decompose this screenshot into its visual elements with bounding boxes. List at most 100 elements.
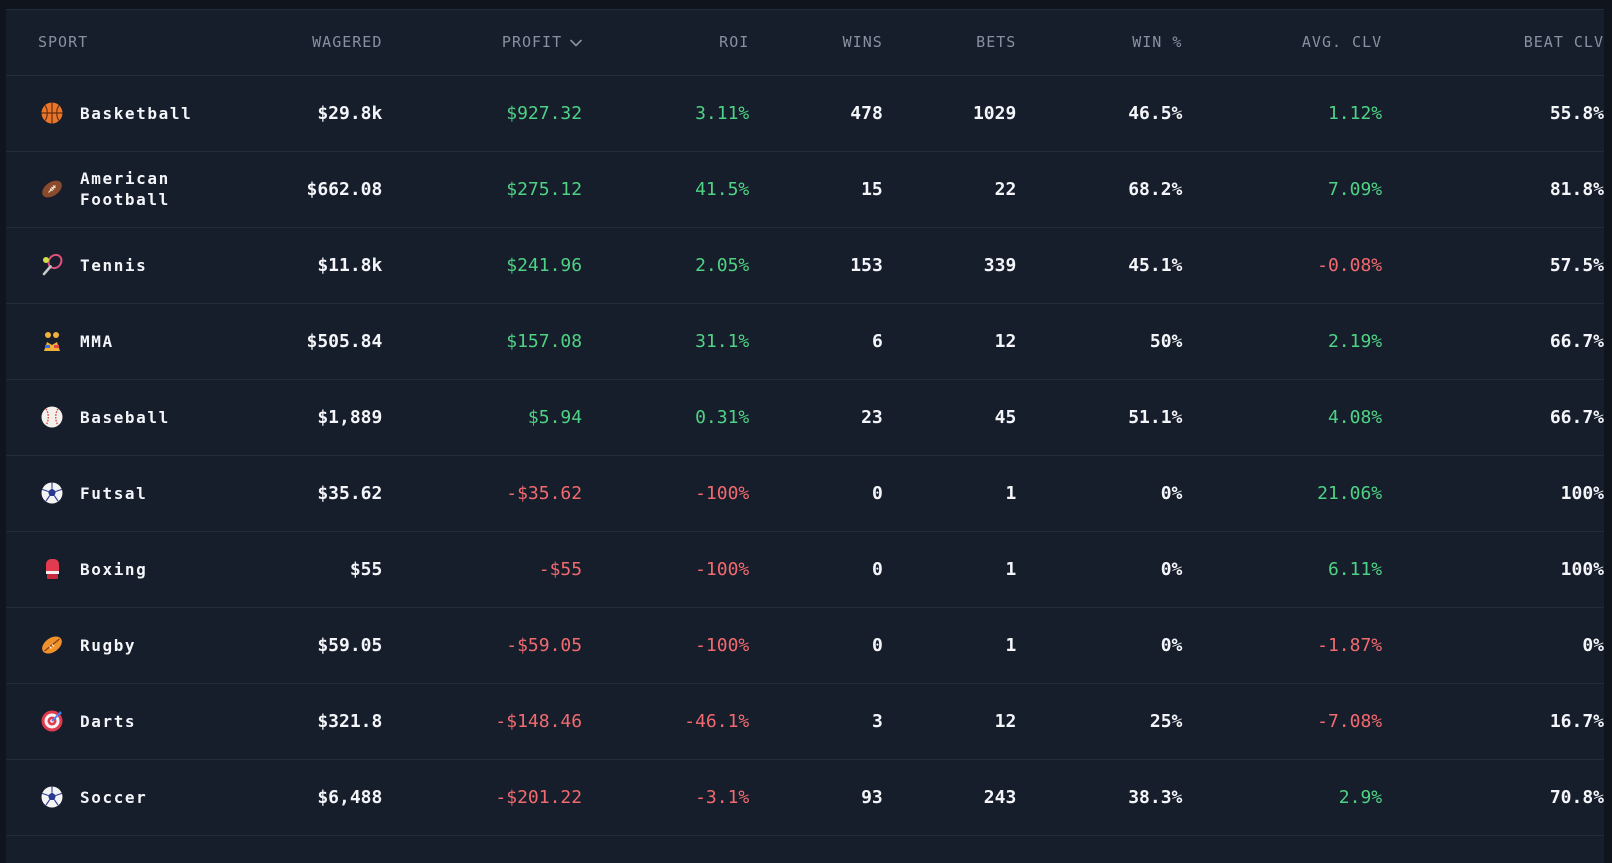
cell-sport: American Football [6, 151, 237, 227]
cell-win-pct: 50% [1149, 330, 1183, 352]
cell-avg-clv: 1.12% [1327, 102, 1383, 124]
cell-avg-clv: 4.08% [1327, 406, 1383, 428]
sport-name: MMA [80, 331, 114, 351]
sport-label-group: Rugby [40, 633, 237, 657]
cell-roi: 41.5% [695, 178, 750, 200]
table-header: SPORT WAGERED PROFIT ROI WINS BETS WIN %… [6, 10, 1604, 76]
cell-sport: Basketball [6, 75, 237, 151]
header-avg-clv[interactable]: AVG. CLV [1182, 10, 1383, 76]
header-beat-clv[interactable]: BEAT CLV [1382, 10, 1604, 76]
table-row[interactable]: Basketball $29.8k $927.32 3.11% 478 1029 46.5%… [6, 75, 1604, 151]
sport-name: Rugby [80, 635, 137, 655]
cell-roi: -100% [695, 634, 750, 656]
header-profit[interactable]: PROFIT [382, 10, 583, 76]
cell-wins: 93 [861, 786, 883, 808]
sport-name: American Football [80, 169, 170, 209]
cell-win-pct: 51.1% [1128, 406, 1183, 428]
cell-wins: 23 [861, 406, 883, 428]
soccer-icon [40, 785, 64, 809]
cell-sport: Soccer [6, 759, 237, 835]
cell-win-pct: 0% [1160, 558, 1183, 580]
sport-label-group: Darts [40, 709, 237, 733]
cell-avg-clv: 2.9% [1338, 786, 1383, 808]
cell-avg-clv: -1.87% [1317, 634, 1383, 656]
cell-beat-clv: 100% [1560, 558, 1604, 580]
cell-wagered: $11.8k [317, 254, 383, 276]
cell-wagered: $59.05 [317, 634, 383, 656]
cell-profit: $241.96 [506, 254, 583, 276]
cell-bets: 12 [994, 710, 1017, 732]
sport-stats-table-container: SPORT WAGERED PROFIT ROI WINS BETS WIN %… [6, 9, 1604, 863]
cell-wagered: $6,488 [317, 786, 383, 808]
mma-icon [40, 329, 64, 353]
cell-wagered: $662.08 [306, 178, 383, 200]
sport-label-group: Baseball [40, 405, 237, 429]
cell-beat-clv: 57.5% [1549, 254, 1604, 276]
cell-avg-clv: 21.06% [1317, 482, 1383, 504]
table-row[interactable]: Baseball $1,889 $5.94 0.31% 23 45 51.1% 4.08% 66… [6, 379, 1604, 455]
cell-avg-clv: 7.09% [1327, 178, 1383, 200]
cell-wins: 0 [871, 558, 883, 580]
header-wagered[interactable]: WAGERED [237, 10, 383, 76]
cell-beat-clv: 70.8% [1549, 786, 1604, 808]
cell-profit: $5.94 [527, 406, 583, 428]
baseball-icon [40, 405, 64, 429]
cell-beat-clv: 16.7% [1549, 710, 1604, 732]
header-wins[interactable]: WINS [749, 10, 883, 76]
cell-profit: -$148.46 [495, 710, 583, 732]
cell-win-pct: 0% [1160, 634, 1183, 656]
cell-bets: 22 [994, 178, 1017, 200]
sport-label-group: Basketball [40, 101, 237, 125]
cell-wins: 6 [871, 330, 883, 352]
cell-wins: 0 [871, 482, 883, 504]
cell-beat-clv: 55.8% [1549, 102, 1604, 124]
cell-roi: -100% [695, 482, 750, 504]
cell-beat-clv: 81.8% [1549, 178, 1604, 200]
cell-roi: 3.11% [695, 102, 750, 124]
sport-label-group: Boxing [40, 557, 237, 581]
table-row[interactable]: Darts $321.8 -$148.46 -46.1% 3 12 25% -7.08% 16.… [6, 683, 1604, 759]
table-row[interactable]: American Football $662.08 $275.12 41.5% 15 22… [6, 151, 1604, 227]
cell-sport: Baseball [6, 379, 237, 455]
sport-name: Basketball [80, 103, 193, 123]
cell-sport: MMA [6, 303, 237, 379]
cell-profit: $157.08 [506, 330, 583, 352]
cell-wins: 153 [850, 254, 883, 276]
table-row[interactable]: MMA $505.84 $157.08 31.1% 6 12 50% 2.19% 66.7% [6, 303, 1604, 379]
sport-label-group: Soccer [40, 785, 237, 809]
cell-roi: 2.05% [695, 254, 750, 276]
table-body: Basketball $29.8k $927.32 3.11% 478 1029 46.5%… [6, 75, 1604, 835]
table-row[interactable]: Rugby $59.05 -$59.05 -100% 0 1 0% -1.87% 0% [6, 607, 1604, 683]
american-football-icon [40, 177, 64, 201]
cell-bets: 1029 [972, 102, 1017, 124]
cell-roi: -46.1% [684, 710, 750, 732]
cell-bets: 243 [983, 786, 1017, 808]
cell-bets: 1 [1005, 482, 1017, 504]
cell-roi: -100% [695, 558, 750, 580]
tennis-icon [40, 253, 64, 277]
table-row[interactable]: Soccer $6,488 -$201.22 -3.1% 93 243 38.3% 2.9% 7… [6, 759, 1604, 835]
cell-beat-clv: 0% [1582, 634, 1604, 656]
table-row[interactable]: Futsal $35.62 -$35.62 -100% 0 1 0% 21.06% 100% [6, 455, 1604, 531]
sport-name: Baseball [80, 407, 170, 427]
header-roi[interactable]: ROI [582, 10, 750, 76]
cell-sport: Rugby [6, 607, 237, 683]
cell-bets: 339 [983, 254, 1017, 276]
header-bets[interactable]: BETS [882, 10, 1017, 76]
table-row[interactable]: Boxing $55 -$55 -100% 0 1 0% 6.11% 100% [6, 531, 1604, 607]
header-sport[interactable]: SPORT [6, 10, 238, 76]
sport-name: Darts [80, 711, 137, 731]
cell-sport: Tennis [6, 227, 237, 303]
cell-wagered: $1,889 [317, 406, 383, 428]
cell-beat-clv: 100% [1560, 482, 1604, 504]
cell-wagered: $321.8 [317, 710, 383, 732]
cell-wagered: $55 [349, 558, 383, 580]
sport-name: Boxing [80, 559, 148, 579]
header-win-pct[interactable]: WIN % [1016, 10, 1183, 76]
cell-avg-clv: -7.08% [1317, 710, 1383, 732]
sport-name: Soccer [80, 787, 148, 807]
cell-bets: 1 [1005, 634, 1017, 656]
cell-bets: 12 [994, 330, 1017, 352]
cell-win-pct: 45.1% [1128, 254, 1183, 276]
table-row[interactable]: Tennis $11.8k $241.96 2.05% 153 339 45.1% -0.08… [6, 227, 1604, 303]
